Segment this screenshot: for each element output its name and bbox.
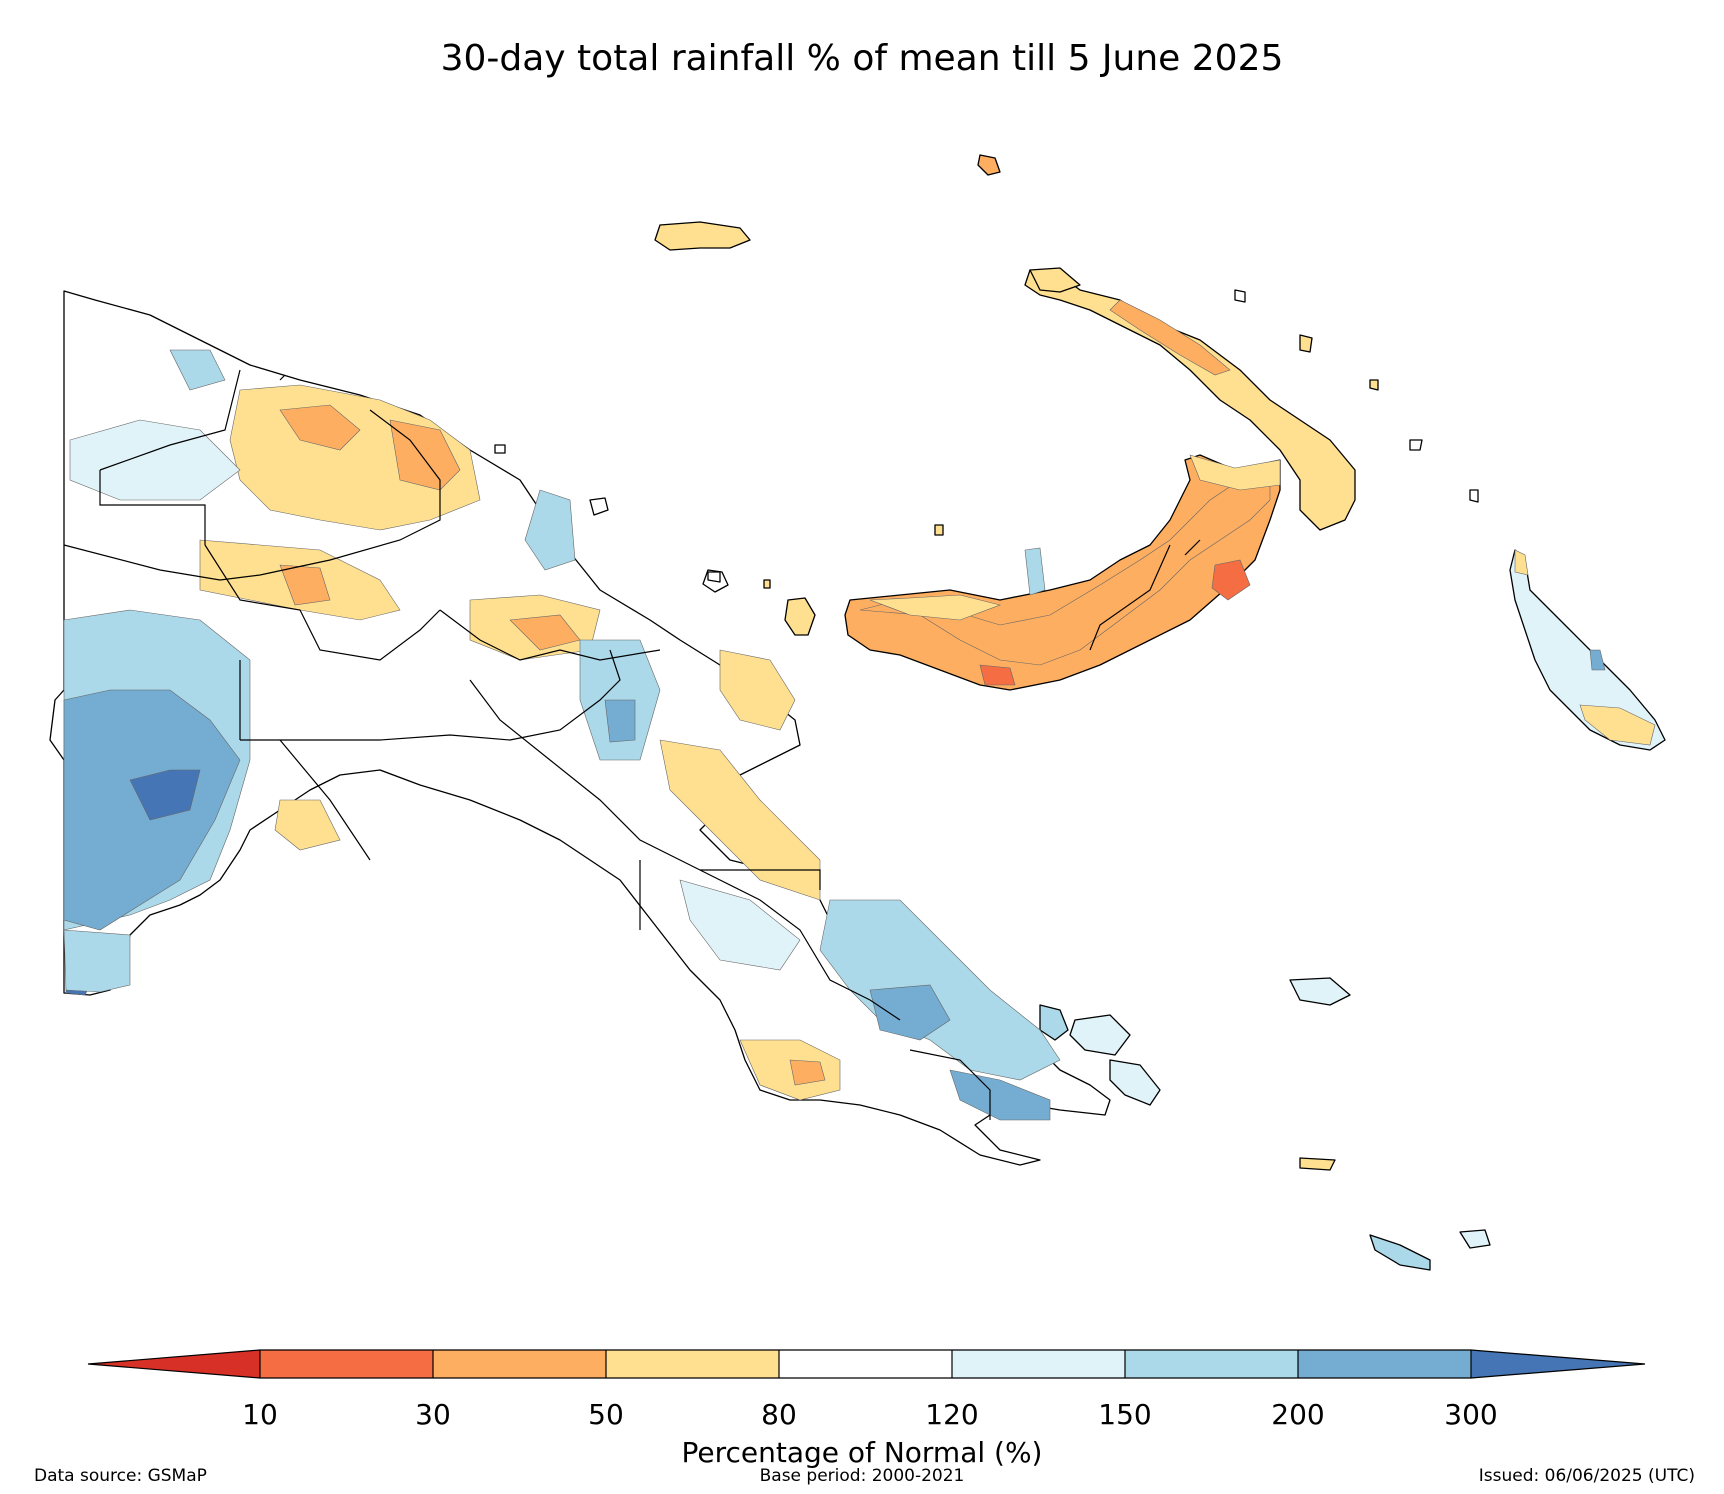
colorbar-bin-200-300 [1298,1350,1471,1378]
island-goodenough [1039,1004,1069,1041]
island-new-hanover [1029,267,1081,293]
region-above-normal-south-fly [63,929,131,993]
region-below-normal-bougainville-south [1579,704,1656,746]
colorbar-tick: 30 [415,1398,451,1431]
region-severe-below-normal-east-nb [1211,559,1251,601]
region-extreme-above-normal-west [129,769,201,821]
colorbar-bin-30-50 [433,1350,606,1378]
province-border [239,660,371,861]
island-mussau [977,154,1001,176]
province-border [639,860,901,1021]
island-manus [654,221,751,251]
islet [1469,489,1479,503]
region-well-above-normal-tip [949,1069,1051,1121]
province-border [99,369,241,471]
region-above-normal-oro [679,879,801,971]
issued-date: Issued: 06/06/2025 (UTC) [1478,1466,1695,1486]
colorbar-extend-above [1471,1350,1645,1378]
island-normanby [1109,1059,1161,1106]
colorbar-tick: 120 [925,1398,979,1431]
region-much-below-normal-new-ireland [1109,299,1231,376]
colorbar-tick: 150 [1098,1398,1152,1431]
region-well-above-normal-milne [869,984,951,1041]
island-lihir [1299,334,1313,353]
region-above-normal-bougainville-core [1589,649,1606,671]
island-misima [1299,1157,1336,1171]
colorbar-bin-50-80 [606,1350,779,1378]
province-border [439,609,661,661]
province-border [240,649,621,741]
region-below-normal-bougainville-north [1514,549,1529,576]
province-border [279,374,286,381]
islet [1409,439,1423,451]
islet [1369,379,1379,391]
region-above-normal-willaumez [1024,547,1046,596]
region-below-normal-gulf [274,799,341,851]
colorbar-bin-80-120 [779,1350,952,1378]
region-below-normal-enga [279,564,331,606]
province-border [469,679,701,871]
islet [1234,289,1246,303]
region-below-normal-nb-north [1189,454,1281,491]
colorbar-tick: 300 [1444,1398,1498,1431]
island-rossel [1459,1229,1491,1249]
region-above-normal-north-west-core [169,349,226,391]
region-severe-below-normal-south-nb [979,664,1016,686]
province-border [99,470,206,545]
colorbar-tick: 10 [242,1398,278,1431]
base-period: Base period: 2000-2021 [759,1466,965,1486]
colorbar-tick: 200 [1271,1398,1325,1431]
province-border [1184,539,1201,556]
colorbar-label: Percentage of Normal (%) [681,1436,1043,1469]
region-below-normal-sepik [279,404,361,451]
region-above-normal-north-west [69,419,241,501]
island-fergusson [1069,1014,1131,1056]
colorbar-tick: 80 [761,1398,797,1431]
data-source: Data source: GSMaP [34,1466,207,1486]
island-karkar [784,597,816,636]
colorbar-extend-below [88,1350,260,1378]
island-bougainville [1509,549,1666,751]
region-below-normal-morobe [659,739,821,901]
islet [763,579,771,589]
province-border [1089,544,1171,651]
islet [707,571,721,583]
colorbar-bin-120-150 [952,1350,1125,1378]
region-below-normal-west-nb [869,594,1002,621]
region-below-normal-southcoast [739,1039,841,1101]
colorbar-bin-150-200 [1125,1350,1298,1378]
region-well-above-normal-centre [604,699,636,743]
province-border [63,409,441,581]
province-border [204,544,441,661]
region-below-normal-huon [719,649,796,731]
province-border [700,869,821,890]
province-border [909,1049,991,1120]
islet [589,497,609,516]
region-below-normal-southcoast-core [789,1059,826,1086]
islet [494,444,506,454]
island-tagula [1369,1234,1431,1271]
islet [934,524,944,536]
island-woodlark [1289,977,1351,1006]
region-above-normal-madang-coast [524,489,576,571]
colorbar-tick: 50 [588,1398,624,1431]
colorbar-bin-10-30 [260,1350,433,1378]
map-title: 30-day total rainfall % of mean till 5 J… [440,38,1284,79]
